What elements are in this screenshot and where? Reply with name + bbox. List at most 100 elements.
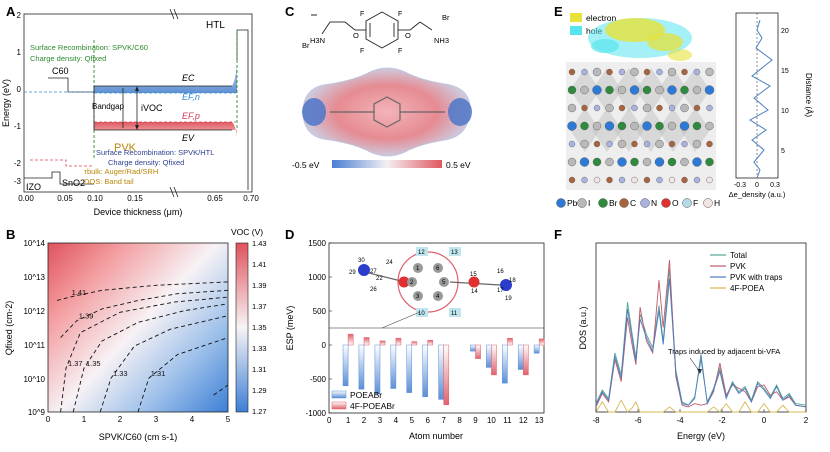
d-atom-c3 — [413, 291, 423, 301]
b-ytick: 10^9 — [28, 408, 46, 417]
b-ylabel: Qfixed (cm-2) — [4, 301, 14, 356]
e-legend-swatch-o — [661, 198, 671, 208]
b-ytick: 10^14 — [23, 239, 45, 248]
e-atom-i — [567, 103, 577, 113]
e-legend-swatch-pb — [556, 198, 566, 208]
e-atom-i — [592, 121, 602, 131]
d-atom-box-12 — [416, 247, 428, 256]
a-xtick: 0.70 — [243, 194, 259, 203]
e-atom-i — [692, 139, 702, 149]
f-line-pvk-traps — [595, 278, 807, 408]
e-atom-c — [668, 140, 676, 148]
d-atom-label: 24 — [386, 260, 393, 266]
b-contour-label: 1.33 — [113, 369, 128, 378]
e-atom-c — [568, 176, 576, 184]
e-legend-swatch-i — [577, 198, 587, 208]
e-legend-label-pb: Pb — [567, 198, 578, 208]
d-atom-box-10 — [416, 308, 428, 317]
e-atom-i — [605, 103, 614, 113]
e-legend-label-i: I — [588, 198, 590, 208]
a-sno-level — [30, 159, 94, 167]
e-side-ytick: 10 — [781, 108, 789, 115]
e-atom-br — [605, 85, 614, 95]
f-line-pvk — [595, 259, 807, 408]
b-cbar-tick: 1.35 — [252, 323, 267, 332]
d-atom-label: 10 — [418, 311, 425, 317]
e-side-x-ticks: -0.3 0 0.3 — [734, 182, 780, 189]
e-atom-i — [630, 121, 639, 131]
d-atom-box-13 — [449, 247, 461, 256]
d-atom-label: 27 — [370, 269, 377, 275]
e-atom-pb — [704, 85, 715, 95]
panel-e-label: E — [554, 4, 563, 19]
e-atom-i — [680, 103, 689, 113]
c-o-right: O — [405, 31, 411, 40]
d-atom-label: 17 — [497, 288, 504, 294]
e-atom-br — [567, 85, 577, 95]
b-ytick: 10^13 — [23, 273, 45, 282]
e-atom-i — [655, 139, 664, 149]
d-x-ticks: 0 1 2 3 4 5 6 7 8 9 10 11 12 13 — [327, 416, 544, 425]
d-xtick: 6 — [425, 416, 430, 425]
d-ylabel: ESP (meV) — [285, 306, 295, 351]
b-contour-line — [72, 303, 228, 412]
c-esp-right-lobe — [448, 98, 472, 126]
a-ec-label: EC — [182, 73, 195, 83]
b-frame — [47, 242, 229, 413]
e-atom-i — [692, 85, 702, 95]
e-octahedron — [614, 68, 644, 112]
d-xtick: 8 — [457, 416, 462, 425]
d-xtick: 13 — [535, 416, 544, 425]
b-contour-line — [213, 384, 228, 396]
a-izo-label: IZO — [26, 182, 41, 192]
b-colorbar-ticks: 1.43 1.41 1.39 1.37 1.35 1.33 1.31 1.29 … — [252, 239, 267, 416]
e-atom-i — [580, 139, 589, 149]
e-atom-pb — [642, 121, 652, 131]
e-atom-n — [593, 104, 601, 112]
d-bar-4f-poeabr — [538, 338, 545, 346]
a-xtick: 0.15 — [127, 194, 143, 203]
d-atom-c4 — [433, 291, 443, 301]
b-contour-label: 1.39 — [79, 312, 94, 321]
d-bar-poeabr — [358, 344, 365, 390]
d-xtick: 10 — [487, 416, 496, 425]
d-bar-poeabr — [422, 344, 428, 397]
e-atom-c — [581, 104, 588, 112]
f-xtick: -8 — [592, 416, 600, 425]
c-f3: F — [360, 48, 364, 55]
b-contour-label: 1.31 — [151, 369, 166, 378]
panel-c-molecule: C Br H3N O O Br NH3 F F F F — [285, 4, 472, 170]
c-f4: F — [398, 48, 402, 55]
f-xtick: 0 — [762, 416, 767, 425]
e-legend-label-o: O — [672, 198, 679, 208]
e-atom-br — [630, 157, 639, 167]
a-xlabel: Device thickness (μm) — [94, 207, 183, 217]
e-side-profile-line — [749, 19, 773, 179]
e-slab-bg — [566, 62, 716, 190]
a-xtick: 0.10 — [87, 194, 103, 203]
a-c60-label: C60 — [52, 66, 69, 76]
e-side-ytick: 15 — [781, 68, 789, 75]
panel-a-frame — [23, 13, 253, 193]
a-ytick: 2 — [17, 11, 22, 20]
d-bar-poeabr — [470, 344, 476, 352]
panel-b-label: B — [6, 227, 15, 242]
b-xlabel: SPVK/C60 (cm s-1) — [99, 432, 178, 442]
d-atom-label: 11 — [451, 311, 458, 317]
c-esp-skeleton — [330, 96, 445, 128]
a-htl-level — [236, 29, 249, 190]
panel-a-band-diagram: A 2 1 0 -1 -2 -3 Energy (eV) 0.00 0.05 0… — [1, 4, 259, 217]
f-lines — [595, 259, 807, 413]
e-atom-c — [681, 68, 688, 76]
d-molecule-inset: 30 29 27 22 24 26 12 13 1 2 3 4 5 6 15 1… — [349, 247, 516, 329]
d-atom-n-right — [500, 279, 512, 291]
b-contour-line — [60, 296, 228, 412]
d-atom-label: 1 — [416, 266, 420, 272]
d-bar-4f-poeabr — [523, 344, 529, 376]
d-ytick: 1500 — [308, 239, 326, 248]
d-ytick: 1000 — [308, 273, 326, 282]
a-bandgap-label: Bandgap — [92, 102, 125, 111]
e-atom-c — [693, 104, 701, 112]
b-x-ticks: 0 1 2 3 4 5 — [46, 415, 231, 424]
f-ylabel: DOS (a.u.) — [578, 306, 588, 349]
